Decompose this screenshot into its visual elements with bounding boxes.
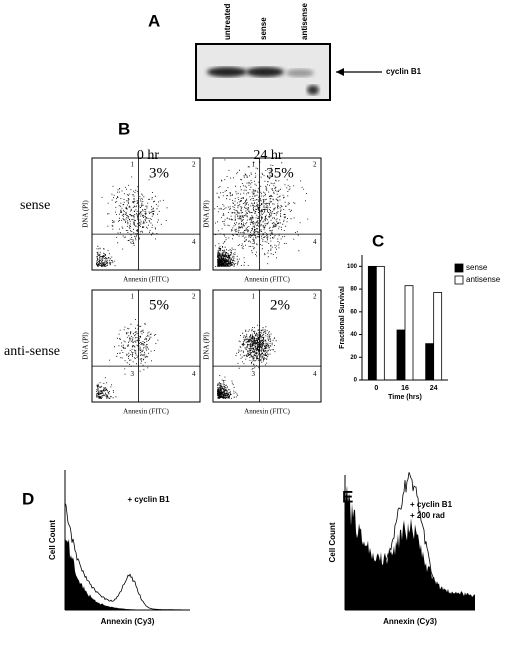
quadrant-label: 3 (130, 238, 134, 246)
panel-label: D (22, 489, 34, 508)
y-tick-label: 20 (350, 355, 357, 361)
panel-label: E (342, 487, 353, 506)
scatter-frame (212, 289, 322, 403)
quadrant-label: 1 (251, 293, 255, 301)
bar (396, 329, 406, 381)
y-tick-label: 100 (347, 264, 358, 270)
scatter-frame (91, 289, 201, 403)
x-axis-label: Time (hrs) (388, 394, 422, 401)
y-tick-label: 60 (350, 309, 357, 315)
histogram-fill (345, 485, 475, 610)
y-tick-label: 40 (350, 332, 357, 338)
x-tick-label: 16 (401, 385, 409, 392)
scatter-dots (96, 319, 159, 399)
y-axis-label: DNA (PI) (82, 200, 90, 228)
y-axis-label: DNA (PI) (203, 200, 211, 228)
legend-label: + cyclin B1 (128, 495, 171, 504)
panel-label: A (148, 11, 160, 30)
x-axis-label: Annexin (Cy3) (101, 617, 155, 626)
column-label: 0 hr (137, 148, 160, 163)
histogram-line (64, 503, 190, 611)
quadrant-label: 4 (192, 370, 196, 378)
percentage: 35% (266, 165, 294, 181)
legend-swatch (454, 275, 464, 285)
quadrant-label: 4 (192, 238, 196, 246)
quadrant-label: 1 (130, 161, 134, 169)
legend-swatch (454, 263, 464, 273)
quadrant-label: 2 (192, 293, 196, 301)
row-label: sense (20, 198, 50, 213)
histogram-line (344, 472, 476, 604)
row-label: anti-sense (4, 344, 60, 359)
bar (433, 292, 443, 381)
quadrant-label: 3 (251, 370, 255, 378)
quadrant-label: 4 (313, 370, 317, 378)
legend-label: + cyclin B1 (410, 500, 453, 509)
lane-label: untreated (223, 3, 232, 40)
lane-label: sense (259, 17, 268, 40)
spot (307, 85, 319, 95)
y-axis-label: Cell Count (328, 522, 337, 562)
panel-label: B (118, 119, 130, 138)
band (286, 69, 314, 77)
scatter-dots (217, 324, 277, 399)
quadrant-label: 1 (130, 293, 134, 301)
bar (404, 285, 414, 381)
band (207, 67, 247, 77)
legend-label: sense (466, 263, 488, 272)
quadrant-label: 3 (251, 238, 255, 246)
legend-label: antisense (466, 275, 501, 284)
y-axis-label: DNA (PI) (203, 332, 211, 360)
y-axis-label: DNA (PI) (82, 332, 90, 360)
x-axis-label: Annexin (FITC) (244, 408, 290, 416)
y-tick-label: 0 (354, 378, 358, 384)
x-tick-label: 0 (374, 385, 378, 392)
x-axis-label: Annexin (FITC) (244, 276, 290, 284)
x-axis-label: Annexin (FITC) (123, 408, 169, 416)
x-axis-label: Annexin (FITC) (123, 276, 169, 284)
x-tick-label: 24 (430, 385, 438, 392)
bar (375, 265, 385, 381)
band (246, 67, 284, 77)
scatter-dots (96, 176, 168, 267)
quadrant-label: 1 (251, 161, 255, 169)
y-tick-label: 80 (350, 287, 357, 293)
bar (367, 265, 377, 381)
quadrant-label: 3 (130, 370, 134, 378)
scatter-dots (214, 159, 309, 267)
percentage: 5% (149, 297, 169, 313)
scatter-frame (91, 157, 201, 271)
percentage: 3% (149, 165, 169, 181)
column-label: 24 hr (253, 148, 283, 163)
y-axis-label: Cell Count (48, 520, 57, 560)
y-axis-label: Fractional Survival (339, 286, 346, 349)
quadrant-label: 2 (192, 161, 196, 169)
percentage: 2% (270, 297, 290, 313)
histogram-fill (65, 538, 190, 610)
panel-label: C (372, 231, 384, 250)
scatter-frame (212, 157, 322, 271)
x-axis-label: Annexin (Cy3) (383, 617, 437, 626)
arrow-head (336, 68, 344, 76)
quadrant-label: 2 (313, 293, 317, 301)
legend-label: + 200 rad (410, 511, 445, 520)
band-label: cyclin B1 (386, 67, 422, 76)
quadrant-label: 4 (313, 238, 317, 246)
quadrant-label: 2 (313, 161, 317, 169)
lane-label: antisense (300, 3, 309, 40)
bar (425, 343, 435, 381)
